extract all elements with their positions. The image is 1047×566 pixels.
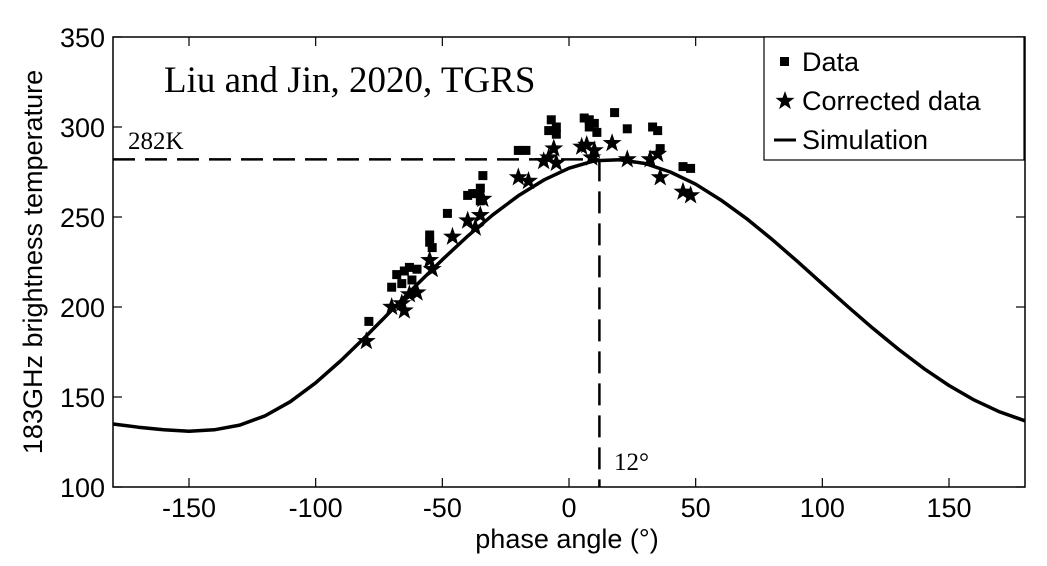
x-tick-label: -50 xyxy=(423,493,462,523)
data-point xyxy=(478,171,488,181)
data-point xyxy=(653,126,663,136)
corrected-data-point xyxy=(681,185,701,204)
data-point xyxy=(521,145,531,155)
data-point xyxy=(392,270,402,280)
data-point xyxy=(544,126,554,136)
corrected-data-point xyxy=(673,181,693,200)
x-tick-label: 150 xyxy=(926,493,971,523)
corrected-data-point xyxy=(420,250,440,269)
x-tick-label: 50 xyxy=(681,493,711,523)
peak-angle-annotation: 12° xyxy=(614,449,649,476)
x-tick-label: -150 xyxy=(162,493,216,523)
corrected-data-point xyxy=(458,210,478,229)
data-point xyxy=(407,275,417,285)
corrected-data-point xyxy=(407,282,427,301)
simulation-line xyxy=(112,158,1026,433)
data-point xyxy=(404,262,414,272)
data-point xyxy=(622,124,632,134)
corrected-data-point xyxy=(470,205,490,224)
corrected-data-point xyxy=(546,153,566,172)
peak-temperature-annotation: 282K xyxy=(128,128,184,155)
legend-box xyxy=(763,36,1025,161)
corrected-data-point xyxy=(602,133,622,152)
data-point xyxy=(584,115,594,125)
x-axis-label: phase angle (°) xyxy=(475,524,658,554)
y-tick-label: 100 xyxy=(60,473,105,503)
x-tick-label: 100 xyxy=(800,493,845,523)
data-point xyxy=(412,264,422,274)
data-point xyxy=(513,145,523,155)
corrected-data-point xyxy=(582,147,602,166)
corrected-data-point xyxy=(544,138,564,157)
legend-simulation-label: Simulation xyxy=(802,125,928,155)
data-point xyxy=(678,162,688,172)
corrected-data-point xyxy=(422,259,442,278)
y-tick-label: 250 xyxy=(60,203,105,233)
corrected-data-point xyxy=(465,217,485,236)
corrected-data-point xyxy=(617,149,637,168)
corrected-data-point xyxy=(534,151,554,170)
legend: Data Corrected data Simulation xyxy=(763,36,1025,161)
corrected-data-point xyxy=(473,189,493,208)
data-point xyxy=(546,115,556,125)
corrected-data-point xyxy=(577,135,597,154)
data-point xyxy=(584,122,594,132)
citation-annotation: Liu and Jin, 2020, TGRS xyxy=(164,60,535,101)
data-point xyxy=(399,266,409,276)
x-tick-label: 0 xyxy=(561,493,576,523)
data-point xyxy=(579,113,589,123)
data-point xyxy=(473,189,483,199)
y-tick-label: 350 xyxy=(60,23,105,53)
data-point xyxy=(686,163,696,173)
corrected-data-point xyxy=(650,167,670,186)
data-point xyxy=(589,118,599,128)
corrected-data-point xyxy=(572,136,592,155)
data-point xyxy=(648,122,658,132)
corrected-data-point xyxy=(640,149,660,168)
data-point xyxy=(551,122,561,132)
data-point xyxy=(442,208,452,218)
x-tick-label: -100 xyxy=(289,493,343,523)
data-point xyxy=(551,129,561,139)
data-point xyxy=(397,279,407,289)
data-point xyxy=(610,108,620,118)
corrected-data-point xyxy=(399,284,419,303)
legend-data-marker xyxy=(780,57,789,66)
data-point xyxy=(425,230,435,240)
y-tick-label: 300 xyxy=(60,113,105,143)
corrected-data-point xyxy=(584,140,604,159)
y-tick-label: 150 xyxy=(60,383,105,413)
y-axis-label: 183GHz brightness temperature xyxy=(18,70,48,454)
data-point xyxy=(475,183,485,193)
corrected-data-point xyxy=(394,300,414,319)
corrected-data-point xyxy=(356,331,376,350)
data-point xyxy=(427,243,437,253)
data-point xyxy=(592,127,602,137)
data-point xyxy=(655,144,665,154)
data-point xyxy=(425,237,435,247)
corrected-data-point xyxy=(382,297,402,316)
legend-corrected-label: Corrected data xyxy=(802,86,982,116)
data-point xyxy=(387,282,397,292)
data-point xyxy=(468,189,478,199)
corrected-data-point xyxy=(508,167,528,186)
corrected-data-point xyxy=(443,226,462,245)
corrected-data-point xyxy=(392,293,412,312)
data-point xyxy=(463,190,473,200)
legend-corrected-marker xyxy=(775,91,795,110)
legend-data-label: Data xyxy=(802,47,860,77)
data-point xyxy=(364,316,374,326)
corrected-data-point xyxy=(519,171,538,190)
corrected-data-point xyxy=(648,144,668,163)
y-tick-label: 200 xyxy=(60,293,105,323)
corrected-data-point xyxy=(539,147,559,166)
